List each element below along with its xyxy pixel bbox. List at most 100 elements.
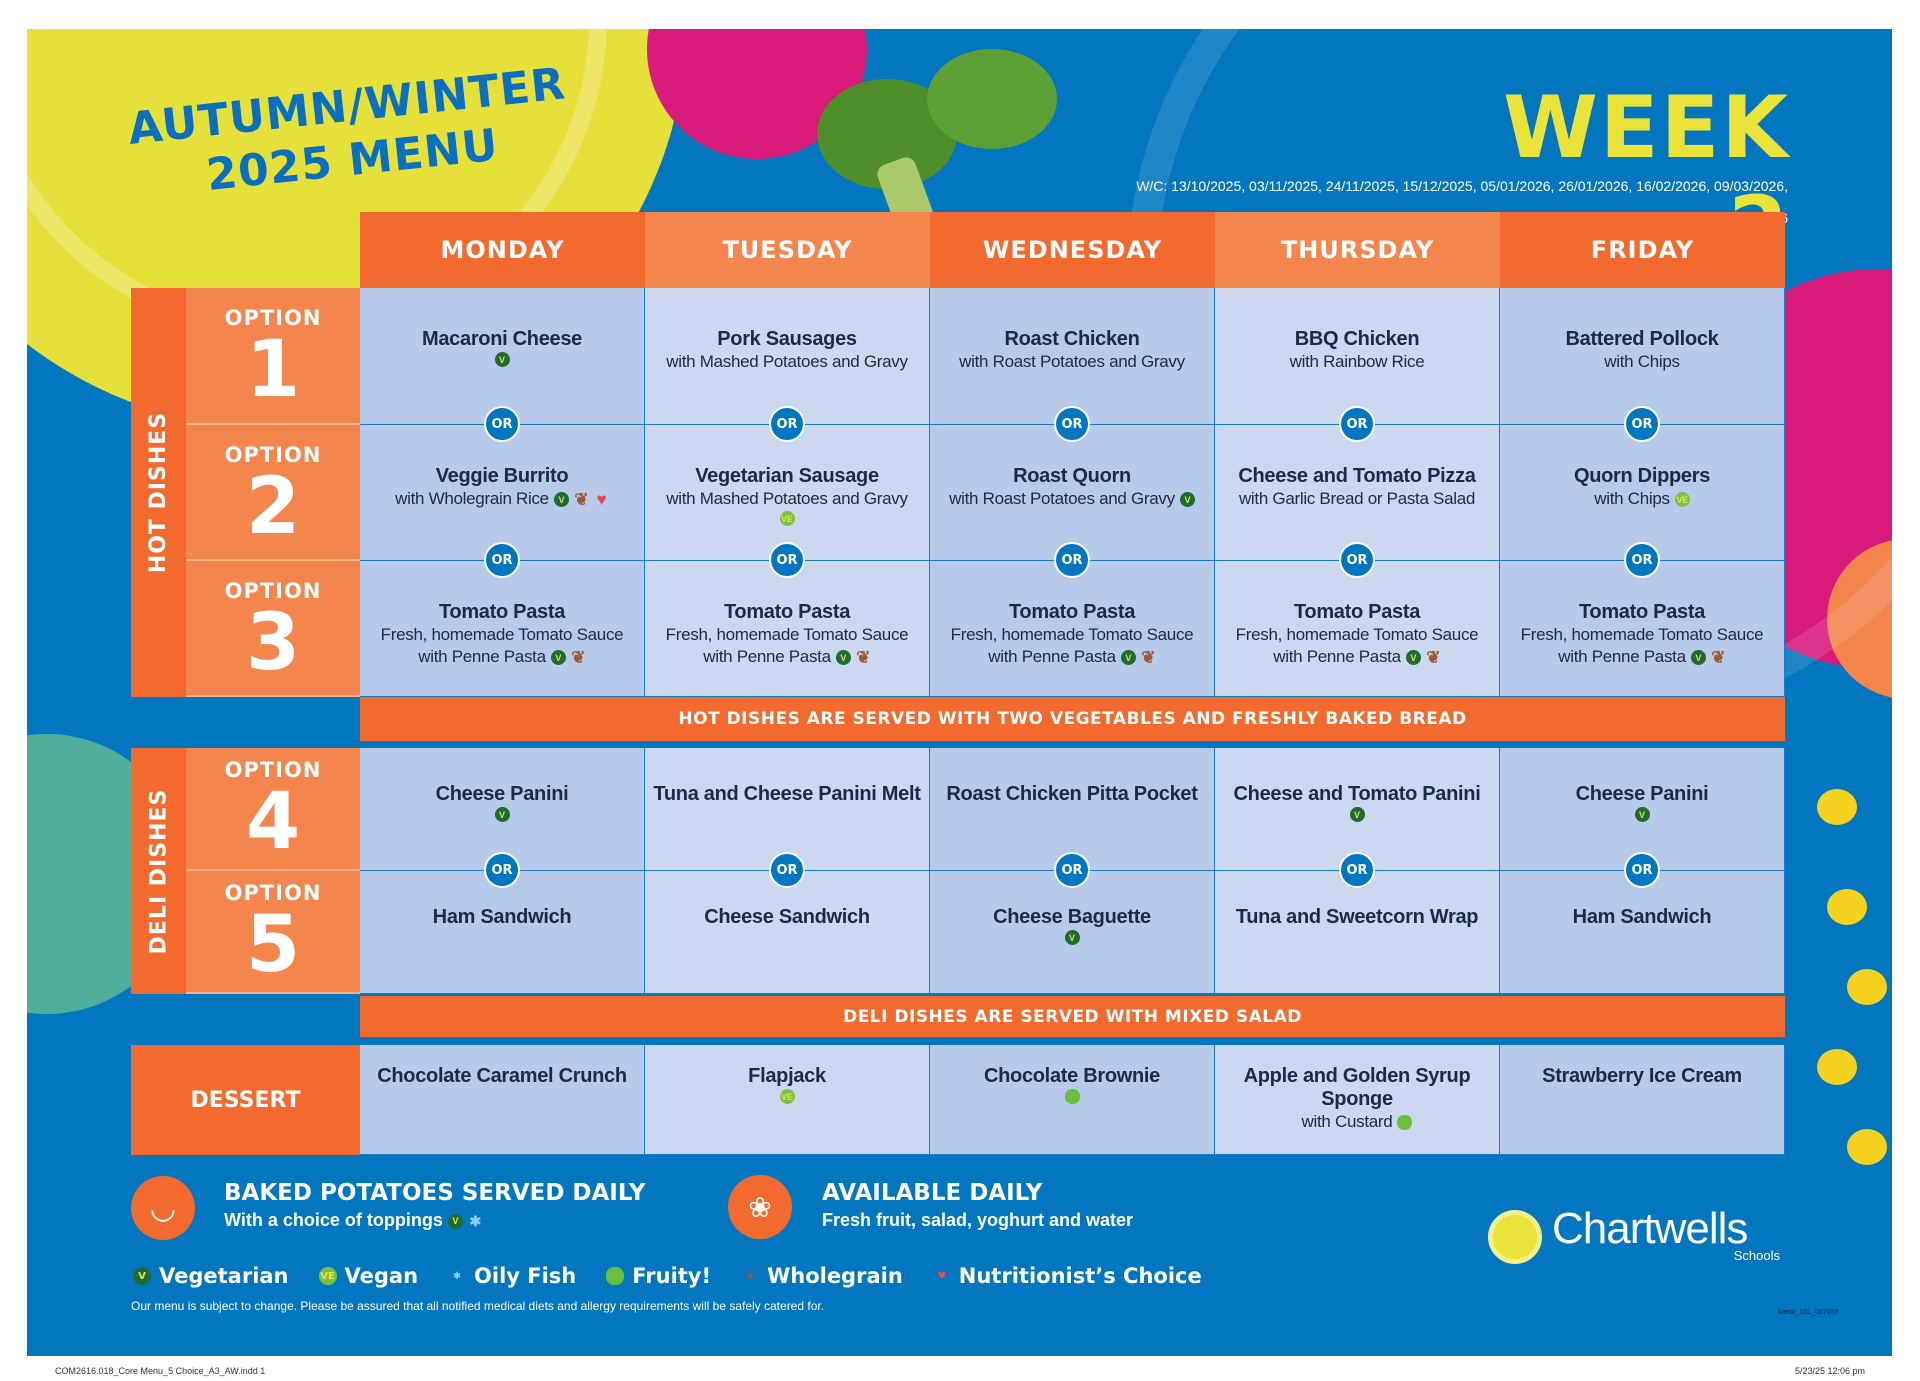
dish-name: Quorn Dippers — [1573, 465, 1711, 487]
or-badge: OR — [1339, 542, 1375, 578]
menu-cell: Veggie Burrito with Wholegrain Rice V ❦ ♥ — [360, 425, 645, 561]
hot-dishes-banner: HOT DISHES ARE SERVED WITH TWO VEGETABLE… — [360, 697, 1785, 741]
dish-name: Cheese Panini — [1575, 783, 1709, 805]
vegan-icon: VE — [1674, 492, 1690, 508]
or-badge: OR — [769, 542, 805, 578]
baked-potatoes-title: BAKED POTATOES SERVED DAILY — [224, 1180, 646, 1206]
dish-name: Roast Chicken — [1004, 328, 1140, 350]
fruity-icon — [1397, 1115, 1413, 1131]
dietary-icons — [1060, 1088, 1080, 1106]
dish-name: Chocolate Brownie — [983, 1065, 1161, 1087]
day-header-friday: FRIDAY — [1500, 212, 1785, 288]
dish-name: Vegetarian Sausage — [695, 465, 879, 487]
disclaimer: Our menu is subject to change. Please be… — [131, 1299, 825, 1313]
vegetarian-icon: V — [1634, 807, 1650, 823]
menu-cell: Tuna and Sweetcorn Wrap — [1215, 871, 1500, 994]
dessert-cell: Chocolate Brownie — [930, 1045, 1215, 1155]
menu-cell: Roast Quorn with Roast Potatoes and Gravy… — [930, 425, 1215, 561]
section-hot-dishes: HOT DISHES — [131, 288, 186, 697]
section-deli-dishes: DELI DISHES — [131, 748, 186, 994]
menu-cell: Tuna and Cheese Panini Melt — [645, 748, 930, 871]
menu-cell: Tomato Pasta Fresh, homemade Tomato Sauce… — [645, 561, 930, 697]
menu-cell: Cheese Panini V — [360, 748, 645, 871]
dessert-cell: Flapjack VE — [645, 1045, 930, 1155]
dietary-icons: V — [490, 806, 510, 824]
oily-fish-icon: ✱ — [469, 1212, 482, 1229]
wholegrain-icon: ❦ — [574, 489, 589, 509]
dish-name: Cheese and Tomato Panini — [1233, 783, 1481, 805]
print-file-name: COM2616.018_Core Menu_5 Choice_A3_AW.ind… — [55, 1366, 266, 1376]
dish-name: Tuna and Sweetcorn Wrap — [1235, 906, 1479, 928]
or-badge: OR — [1624, 542, 1660, 578]
menu-cell: Roast Chicken with Roast Potatoes and Gra… — [930, 288, 1215, 425]
dish-description: with Custard — [1302, 1111, 1413, 1133]
dish-name: Apple and Golden Syrup Sponge — [1243, 1065, 1471, 1110]
menu-cell: Tomato Pasta Fresh, homemade Tomato Sauce… — [930, 561, 1215, 697]
menu-cell: Cheese and Tomato Pizza with Garlic Bread… — [1215, 425, 1500, 561]
available-daily-title: AVAILABLE DAILY — [822, 1180, 1043, 1206]
menu-cell: Vegetarian Sausage with Mashed Potatoes a… — [645, 425, 930, 561]
or-badge: OR — [1624, 852, 1660, 888]
menu-cell: Tomato Pasta Fresh, homemade Tomato Sauce… — [1215, 561, 1500, 697]
or-badge: OR — [1339, 406, 1375, 442]
dish-description: with Roast Potatoes and Gravy V — [949, 488, 1195, 510]
dish-description: with Penne Pasta V ❦ — [1273, 647, 1441, 667]
vegetarian-icon: V — [835, 650, 851, 666]
option-label-5: OPTION 5 — [186, 871, 360, 994]
vegetarian-icon: V — [1064, 930, 1080, 946]
dietary-icons: V — [490, 351, 510, 369]
dish-description: with Wholegrain Rice V ❦ ♥ — [395, 488, 609, 510]
print-date: 5/23/25 12:06 pm — [1795, 1366, 1866, 1376]
legend-item: ♥ Nutritionist’s Choice — [933, 1264, 1201, 1288]
reference-code: Menu_101_007656 — [1778, 1309, 1839, 1316]
wholegrain-icon: ❦ — [1141, 647, 1156, 667]
dish-description: Fresh, homemade Tomato Sauce — [665, 625, 909, 644]
dish-name: Roast Quorn — [1013, 465, 1131, 487]
or-badge: OR — [769, 406, 805, 442]
legend-item: Fruity! — [606, 1264, 711, 1288]
wholegrain-icon: ❦ — [571, 647, 586, 667]
menu-cell: BBQ Chicken with Rainbow Rice — [1215, 288, 1500, 425]
dessert-cell: Chocolate Caramel Crunch — [360, 1045, 645, 1155]
vegetarian-icon: V — [133, 1267, 151, 1285]
or-badge: OR — [1054, 406, 1090, 442]
vegetarian-icon: V — [550, 650, 566, 666]
menu-cell: Macaroni Cheese V — [360, 288, 645, 425]
dessert-cell: Strawberry Ice Cream — [1500, 1045, 1785, 1155]
dietary-icons: V — [1345, 806, 1365, 824]
dish-name: Chocolate Caramel Crunch — [377, 1065, 627, 1087]
dish-name: Cheese and Tomato Pizza — [1238, 465, 1476, 487]
section-dessert: DESSERT — [131, 1045, 360, 1155]
dish-name: Roast Chicken Pitta Pocket — [946, 783, 1198, 805]
vegetarian-icon: V — [1405, 650, 1421, 666]
vegetarian-icon: V — [1179, 492, 1195, 508]
wholegrain-icon: ❦ — [856, 647, 871, 667]
vegetarian-icon: V — [1120, 650, 1136, 666]
dish-name: Strawberry Ice Cream — [1542, 1065, 1742, 1087]
dish-name: Ham Sandwich — [1572, 906, 1712, 928]
dish-description: with Penne Pasta V ❦ — [988, 647, 1156, 667]
deli-dishes-banner: DELI DISHES ARE SERVED WITH MIXED SALAD — [360, 996, 1785, 1037]
salad-bowl-icon: ❀ — [728, 1175, 792, 1239]
dietary-icons: V — [1630, 806, 1650, 824]
oily-fish-icon: ✱ — [452, 1270, 462, 1282]
available-daily-subtitle: Fresh fruit, salad, yoghurt and water — [822, 1210, 1134, 1230]
vegetarian-icon: V — [494, 807, 510, 823]
dish-name: Tomato Pasta — [1008, 601, 1136, 623]
dish-name: Tomato Pasta — [438, 601, 566, 623]
vegetarian-icon: V — [1349, 807, 1365, 823]
dish-name: Pork Sausages — [717, 328, 857, 350]
dish-name: Macaroni Cheese — [421, 328, 582, 350]
or-badge: OR — [1339, 852, 1375, 888]
legend-item: V Vegetarian — [133, 1264, 289, 1288]
vegetarian-icon: V — [553, 492, 569, 508]
dish-description: with Chips VE — [1594, 489, 1690, 508]
dish-description: Fresh, homemade Tomato Sauce — [380, 625, 624, 644]
dish-name: Battered Pollock — [1565, 328, 1719, 350]
option-label-2: OPTION 2 — [186, 425, 360, 561]
dish-name: Tomato Pasta — [1293, 601, 1421, 623]
dish-description: with Garlic Bread or Pasta Salad — [1238, 489, 1476, 508]
vegan-icon: VE — [318, 1267, 337, 1285]
vegetarian-icon: V — [447, 1213, 463, 1229]
legend-item: ✱ Oily Fish — [448, 1264, 576, 1288]
